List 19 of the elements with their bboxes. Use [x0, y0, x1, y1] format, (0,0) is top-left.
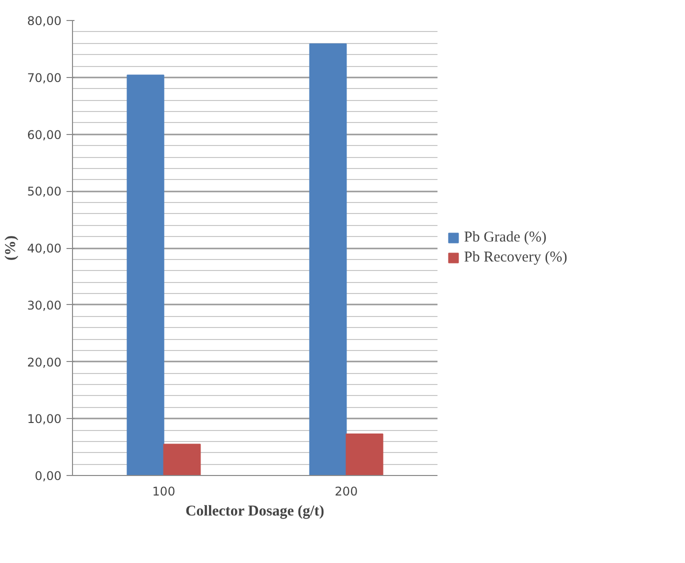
y-axis-title: (%)	[3, 235, 20, 260]
y-tick-label: 30,00	[27, 298, 62, 312]
bar	[309, 43, 347, 476]
legend-label: Pb Recovery (%)	[464, 249, 568, 266]
bar	[346, 433, 384, 476]
y-tick-label: 50,00	[27, 184, 62, 199]
y-tick-label: 70,00	[27, 70, 62, 85]
y-tick-label: 0,00	[34, 469, 62, 483]
y-tick-label: 60,00	[27, 128, 62, 142]
x-tick-label: 100	[152, 484, 176, 498]
x-tick-label: 200	[334, 484, 358, 498]
y-tick-label: 10,00	[27, 412, 62, 426]
bar	[126, 74, 164, 476]
y-tick-label: 80,00	[27, 14, 62, 28]
y-tick-label: 40,00	[27, 242, 62, 256]
bar	[163, 444, 201, 476]
y-tick-label: 20,00	[27, 355, 62, 370]
legend-label: Pb Grade (%)	[464, 229, 546, 246]
x-axis-title: Collector Dosage (g/t)	[185, 504, 324, 520]
